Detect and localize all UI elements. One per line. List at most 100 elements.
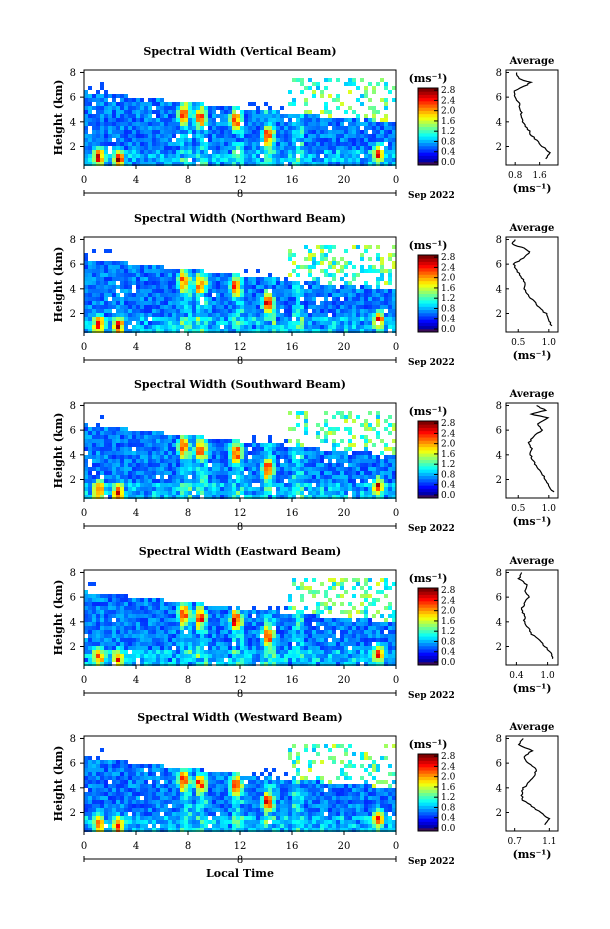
colorbar-step (418, 303, 438, 307)
profile-x-label: (ms⁻¹) (513, 682, 552, 695)
y-axis-label: Height (km) (52, 746, 65, 822)
colorbar-step (418, 795, 438, 800)
colorbar-step (418, 648, 438, 653)
y-tick-label: 2 (70, 808, 76, 819)
date-suffix: Sep 2022 (408, 358, 455, 368)
colorbar-step (418, 94, 438, 99)
profile-x-tick-label: 1.0 (540, 671, 555, 681)
colorbar-step (418, 88, 438, 92)
profile-panel: Average 2 4 6 8 0.8 1.6(ms⁻¹) (496, 56, 559, 195)
profile-y-tick-label: 4 (496, 450, 502, 461)
colorbar-step (418, 824, 438, 829)
profile-y-tick-label: 8 (496, 734, 502, 745)
colorbar-step (418, 325, 438, 330)
colorbar-tick-label: 2.8 (441, 86, 456, 96)
date-suffix: Sep 2022 (408, 191, 455, 201)
profile-title: Average (509, 223, 555, 234)
colorbar-tick-label: 2.8 (441, 253, 456, 263)
profile-y-tick-label: 4 (496, 617, 502, 628)
colorbar-tick-label: 1.6 (441, 117, 456, 127)
colorbar: 0.00.40.81.21.62.02.42.8 (417, 253, 456, 335)
colorbar-step (418, 594, 438, 599)
heatmap-cells (84, 78, 396, 166)
x-tick-label: 16 (286, 508, 299, 519)
y-tick-label: 8 (70, 235, 76, 246)
x-tick-label: 8 (185, 342, 191, 353)
x-tick-label: 0 (81, 342, 87, 353)
colorbar-step (418, 277, 438, 282)
colorbar: 0.00.40.81.21.62.02.42.8 (417, 752, 456, 834)
profile-frame (505, 69, 559, 166)
colorbar-step (418, 328, 438, 333)
colorbar-step (418, 287, 438, 291)
colorbar-step (418, 821, 438, 826)
profile-line (513, 72, 551, 160)
colorbar-step (418, 776, 438, 781)
x-tick-label: 16 (286, 175, 299, 186)
colorbar-tick-label: 2.4 (441, 96, 456, 106)
colorbar-step (418, 642, 438, 647)
x-tick-label: 0 (393, 342, 399, 353)
colorbar-tick-label: 2.4 (441, 596, 456, 606)
profile-x-tick-label: 0.5 (511, 338, 526, 348)
colorbar-tick-label: 1.6 (441, 284, 456, 294)
colorbar-step (418, 766, 438, 771)
colorbar-frame (417, 87, 439, 166)
colorbar-step (418, 782, 438, 787)
x-tick-label: 12 (234, 175, 247, 186)
colorbar-tick-label: 1.6 (441, 783, 456, 793)
colorbar-tick-label: 0.4 (441, 648, 456, 658)
heatmap-cells (84, 578, 396, 666)
y-tick-label: 4 (70, 617, 76, 628)
date-label: 8 (237, 189, 243, 200)
profile-x-tick-label: 0.8 (508, 171, 523, 181)
colorbar-unit: (ms⁻¹) (409, 405, 448, 418)
y-tick-label: 6 (70, 93, 76, 104)
profile-line (517, 572, 554, 659)
colorbar-step (418, 591, 438, 595)
colorbar-step (418, 494, 438, 499)
colorbar-step (418, 811, 438, 816)
colorbar-unit: (ms⁻¹) (409, 738, 448, 751)
x-tick-label: 0 (393, 175, 399, 186)
colorbar-step (418, 446, 438, 451)
y-axis-label: Height (km) (52, 80, 65, 156)
x-tick-label: 8 (185, 508, 191, 519)
x-tick-label: 20 (338, 508, 351, 519)
profile-frame (505, 569, 559, 666)
y-tick-label: 4 (70, 117, 76, 128)
colorbar-step (418, 478, 438, 483)
colorbar-tick-label: 2.0 (441, 107, 456, 117)
x-tick-label: 12 (234, 675, 247, 686)
profile-frame (505, 402, 559, 499)
x-tick-label: 4 (133, 675, 139, 686)
profile-x-tick-label: 0.5 (511, 504, 526, 514)
colorbar-step (418, 607, 438, 611)
colorbar-tick-label: 1.2 (441, 127, 455, 137)
colorbar-step (418, 827, 438, 832)
colorbar-frame (417, 420, 439, 499)
x-tick-label: 4 (133, 175, 139, 186)
profile-y-tick-label: 8 (496, 68, 502, 79)
colorbar-step (418, 267, 438, 272)
colorbar-step (418, 129, 438, 134)
x-tick-label: 16 (286, 841, 299, 852)
colorbar-step (418, 437, 438, 441)
date-label: 8 (237, 356, 243, 367)
colorbar-step (418, 271, 438, 275)
colorbar-step (418, 139, 438, 144)
profile-y-tick-label: 2 (496, 142, 502, 153)
x-tick-label: 0 (81, 675, 87, 686)
profile-x-label: (ms⁻¹) (513, 515, 552, 528)
colorbar: 0.00.40.81.21.62.02.42.8 (417, 86, 456, 168)
colorbar-step (418, 424, 438, 428)
x-tick-label: 12 (234, 841, 247, 852)
colorbar-step (418, 152, 438, 156)
colorbar-step (418, 604, 438, 608)
colorbar-tick-label: 1.2 (441, 460, 455, 470)
profile-y-tick-label: 8 (496, 568, 502, 579)
colorbar-tick-label: 1.2 (441, 627, 455, 637)
colorbar-step (418, 255, 438, 259)
panel-4: Spectral Width (Westward Beam) 2 4 6 8 Height… (52, 711, 559, 880)
